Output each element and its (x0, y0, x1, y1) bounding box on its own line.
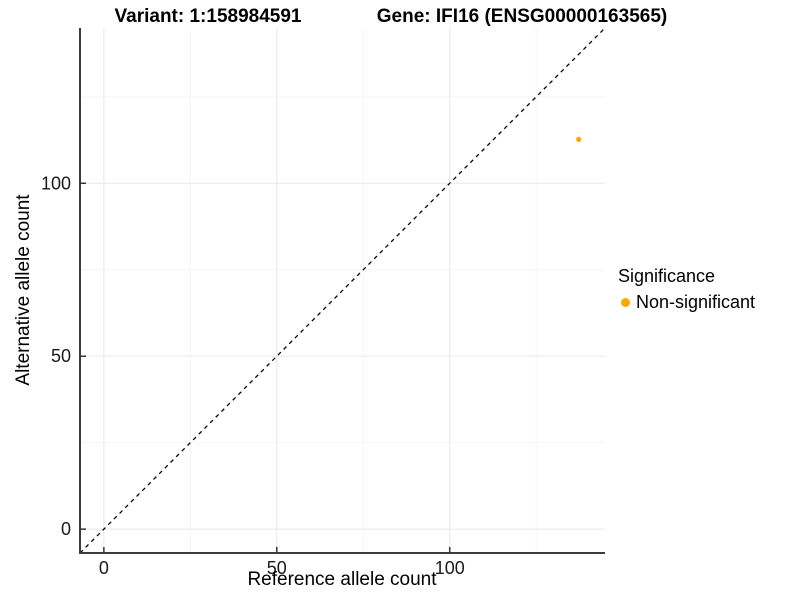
legend-item-label: Non-significant (636, 292, 756, 312)
legend: Significance Non-significant (618, 266, 755, 313)
identity-line (79, 27, 606, 554)
data-point (576, 136, 582, 142)
variant-title: Variant: 1:158984591 (114, 6, 302, 27)
y-axis-title: Alternative allele count (13, 194, 34, 386)
legend-title: Significance (618, 266, 716, 286)
x-tick-label: 50 (267, 558, 287, 578)
legend-item-non-significant: Non-significant (618, 292, 755, 313)
x-tick-label: 0 (99, 558, 109, 578)
y-tick-label: 100 (41, 173, 71, 193)
gene-title: Gene: IFI16 (ENSG00000163565) (376, 6, 668, 27)
x-axis-title: Reference allele count (247, 569, 437, 590)
y-tick-label: 50 (51, 346, 71, 366)
y-tick-label: 0 (61, 519, 71, 539)
x-tick-label: 100 (435, 558, 465, 578)
legend-dot-icon (621, 298, 630, 307)
